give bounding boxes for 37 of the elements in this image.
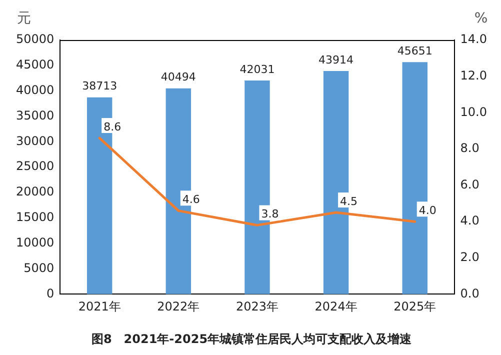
x-tick-label: 2022年 — [157, 300, 200, 314]
data-label: 45651 — [397, 44, 432, 58]
data-label: 42031 — [240, 62, 275, 76]
y-tick-label: 50000 — [16, 32, 54, 46]
y2-tick-label: 8.0 — [460, 141, 480, 156]
y-tick-label: 25000 — [16, 159, 54, 174]
y-tick-label: 20000 — [16, 184, 54, 199]
y-tick-label: 5000 — [24, 260, 54, 275]
y2-tick-label: 14.0 — [460, 32, 487, 46]
data-label: 3.8 — [261, 208, 279, 221]
y-tick-label: 40000 — [16, 82, 54, 97]
y2-axis-title: % — [474, 10, 488, 27]
data-label: 4.5 — [340, 194, 358, 208]
y2-tick-label: 2.0 — [460, 250, 480, 264]
y-tick-label: 45000 — [16, 58, 54, 72]
y2-tick-label: 4.0 — [460, 214, 480, 228]
y2-tick-label: 0.0 — [460, 286, 480, 300]
x-tick-label: 2024年 — [314, 300, 358, 314]
y2-tick-label: 12.0 — [460, 68, 487, 82]
y-axis-title: 元 — [17, 10, 31, 27]
data-label: 4.0 — [418, 204, 436, 217]
data-label: 38713 — [82, 80, 118, 93]
y2-tick-label: 10.0 — [460, 104, 487, 119]
data-label: 4.6 — [182, 193, 200, 206]
y2-tick-label: 6.0 — [460, 177, 480, 192]
data-label: 40494 — [160, 70, 196, 84]
text: 图8 2021年-2025年城镇常住居民人均可支配收入及增速 — [91, 332, 413, 346]
data-label: 8.6 — [104, 120, 122, 134]
y-tick-label: 10000 — [16, 235, 54, 250]
y-tick-label: 35000 — [16, 108, 54, 122]
y-tick-label: 15000 — [16, 210, 54, 224]
y-tick-label: 30000 — [16, 134, 54, 148]
x-tick-label: 2025年 — [394, 300, 436, 314]
data-label: 43914 — [318, 53, 354, 66]
x-tick-label: 2023年 — [236, 300, 278, 314]
x-tick-label: 2021年 — [78, 300, 121, 314]
y-tick-label: 0 — [46, 286, 54, 300]
